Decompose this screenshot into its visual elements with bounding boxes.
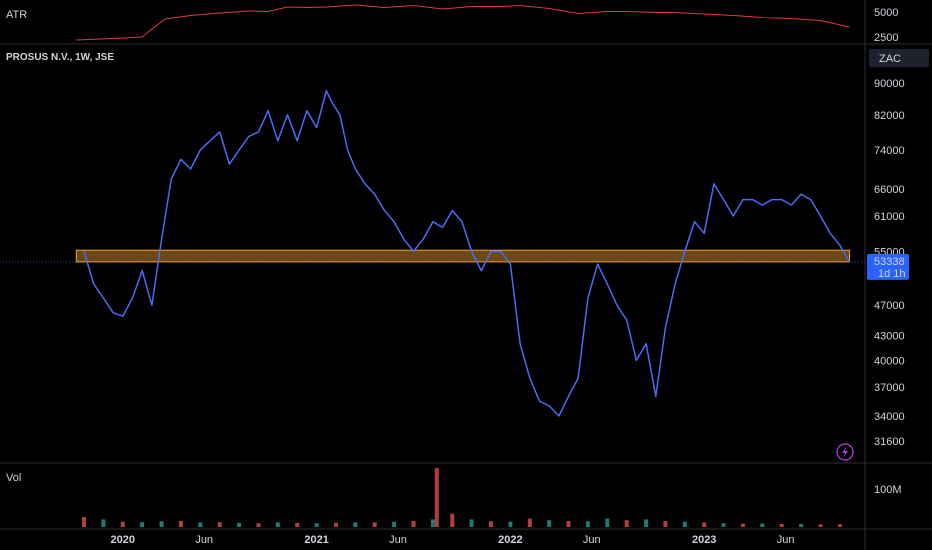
volume-bar: [760, 523, 765, 527]
volume-bar: [489, 521, 493, 527]
volume-bar: [120, 521, 125, 527]
volume-bar: [275, 522, 280, 527]
volume-bar: [682, 521, 687, 527]
volume-bar: [237, 522, 242, 527]
volume-y-axis: 100M: [874, 484, 902, 496]
volume-bar: [334, 522, 338, 527]
symbol-title[interactable]: PROSUS N.V., 1W, JSE: [6, 52, 114, 63]
volume-bar: [624, 520, 629, 527]
volume-bar: [779, 524, 784, 527]
price-tick-label: 47000: [874, 300, 905, 312]
volume-bar: [450, 513, 455, 527]
time-tick-label: 2023: [692, 534, 716, 546]
volume-bar: [469, 519, 474, 527]
volume-bar: [430, 519, 435, 527]
flash-icon[interactable]: [836, 443, 854, 461]
volume-bar: [217, 522, 222, 527]
volume-bar: [353, 522, 358, 527]
support-zone[interactable]: [75, 249, 851, 263]
volume-bar: [101, 519, 106, 527]
volume-bar: [721, 523, 726, 527]
price-tick-label: 74000: [874, 145, 905, 157]
atr-tick-label: 5000: [874, 7, 898, 19]
volume-tick-label: 100M: [874, 484, 902, 496]
time-tick-label: Jun: [583, 534, 601, 546]
volume-bar: [818, 524, 823, 527]
price-tick-label: 61000: [874, 211, 905, 223]
atr-tick-label: 2500: [874, 32, 898, 44]
volume-bar: [392, 521, 397, 527]
volume-bar: [527, 518, 532, 527]
last-price-value: 53338: [874, 256, 905, 268]
price-tick-label: 43000: [874, 331, 905, 343]
time-tick-label: 2022: [498, 534, 522, 546]
volume-bar: [178, 520, 183, 527]
price-tick-label: 34000: [874, 411, 905, 423]
price-tick-label: 31600: [874, 436, 905, 448]
volume-bars: [82, 468, 842, 527]
price-tick-label: 37000: [874, 382, 905, 394]
volume-bar: [372, 522, 377, 527]
price-tick-label: 66000: [874, 184, 905, 196]
volume-bar: [741, 523, 745, 527]
volume-bar: [295, 522, 300, 527]
atr-title: ATR: [6, 9, 27, 21]
last-price-tag[interactable]: 53338 1d 1h: [867, 253, 909, 280]
last-price-countdown: 1d 1h: [878, 268, 906, 280]
currency-badge[interactable]: [869, 49, 929, 67]
time-axis[interactable]: 2020 Jun 2021 Jun 2022 Jun 2023 Jun: [111, 534, 795, 546]
volume-title: Vol: [6, 472, 21, 484]
volume-bar: [159, 521, 164, 527]
time-tick-label: 2020: [111, 534, 135, 546]
volume-bar: [566, 520, 571, 527]
last-price-tag-bg: [867, 253, 909, 280]
price-tick-label: 90000: [874, 78, 905, 90]
time-tick-label: 2021: [304, 534, 328, 546]
volume-bar: [702, 522, 707, 527]
volume-bar: [644, 519, 649, 527]
volume-bar: [837, 524, 842, 527]
price-y-axis[interactable]: 9000082000740006600061000550004700043000…: [874, 78, 905, 448]
volume-bar: [605, 518, 610, 527]
volume-bar: [663, 520, 668, 527]
volume-bar: [314, 523, 319, 527]
time-tick-label: Jun: [195, 534, 213, 546]
volume-bar: [140, 522, 145, 527]
volume-bar: [198, 522, 203, 527]
atr-y-axis: 2500 5000: [874, 7, 898, 44]
volume-bar: [585, 521, 590, 527]
time-tick-label: Jun: [777, 534, 795, 546]
time-tick-label: Jun: [389, 534, 407, 546]
price-tick-label: 82000: [874, 110, 905, 122]
volume-bar: [547, 520, 552, 527]
price-tick-label: 40000: [874, 355, 905, 367]
volume-bar: [508, 521, 513, 527]
atr-line: [76, 4, 850, 41]
volume-bar: [411, 520, 416, 527]
volume-bar: [256, 523, 261, 527]
price-line: [83, 89, 851, 417]
volume-bar: [82, 517, 86, 527]
currency-label: ZAC: [879, 53, 901, 65]
volume-bar: [799, 524, 804, 527]
volume-bar: [434, 468, 439, 527]
